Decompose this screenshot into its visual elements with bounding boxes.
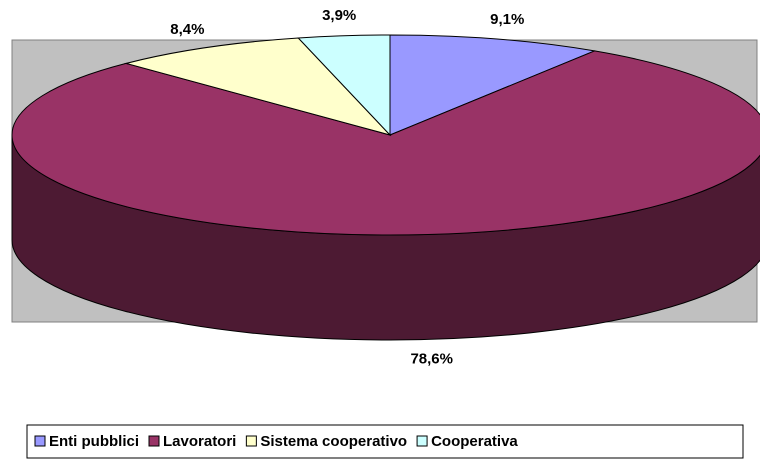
legend: Enti pubblici Lavoratori Sistema cooperati…	[34, 433, 518, 450]
data-label: 8,4%	[170, 21, 204, 38]
legend-swatch	[148, 435, 160, 447]
pie: 9,1% 78,6% 8,4% 3,9%	[11, 7, 760, 367]
legend-label: Sistema cooperativo	[260, 433, 407, 450]
legend-label: Enti pubblici	[49, 433, 139, 450]
data-label: 9,1%	[490, 11, 524, 28]
slice	[389, 34, 597, 136]
legend-swatch	[34, 435, 46, 447]
data-label: 78,6%	[410, 350, 453, 367]
slice	[11, 50, 760, 236]
slice	[124, 37, 392, 136]
legend-swatch	[245, 435, 257, 447]
legend-swatch	[416, 435, 428, 447]
legend-label: Cooperativa	[431, 433, 518, 450]
data-label: 3,9%	[322, 7, 356, 24]
slice	[297, 34, 391, 137]
legend-box	[26, 424, 744, 459]
legend-label: Lavoratori	[163, 433, 236, 450]
